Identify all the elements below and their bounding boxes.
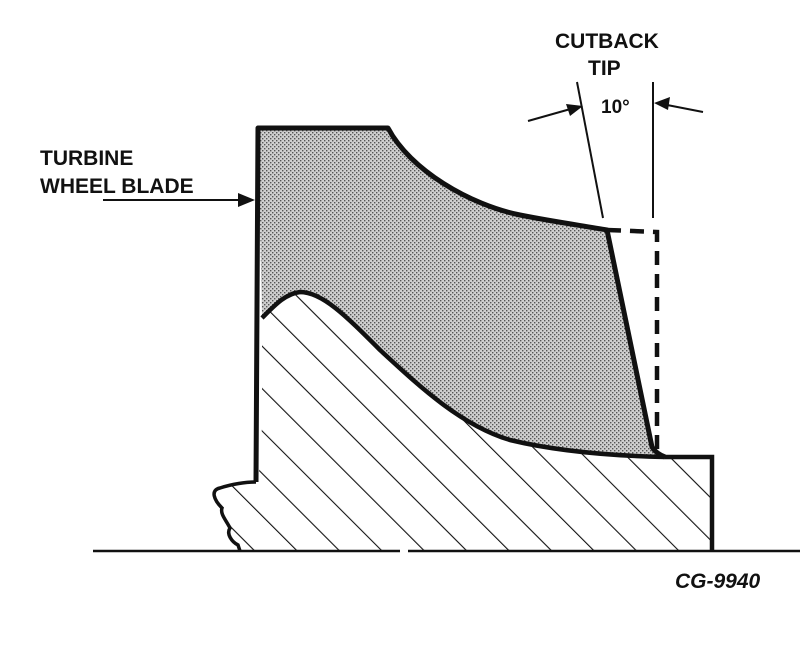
figure-id-label: CG-9940 (675, 570, 761, 593)
blade-shaded-area (258, 128, 655, 455)
cutback-label: CUTBACK (555, 30, 659, 53)
blade-root-curve (260, 289, 666, 460)
blade-outline (253, 125, 666, 483)
blade-pointer-arrow (103, 193, 255, 207)
hub-left-edge (212, 480, 257, 552)
turbine-label: TURBINE (40, 147, 133, 170)
angle-left-arrow (527, 104, 583, 122)
hub-outline (665, 454, 715, 551)
tip-label: TIP (588, 57, 621, 80)
angle-label: 10° (601, 97, 630, 118)
original-tip-dashed (606, 227, 660, 452)
wheel-blade-label: WHEEL BLADE (40, 175, 194, 198)
angle-right-arrow (654, 97, 704, 113)
cutback-reference-line (576, 81, 604, 219)
